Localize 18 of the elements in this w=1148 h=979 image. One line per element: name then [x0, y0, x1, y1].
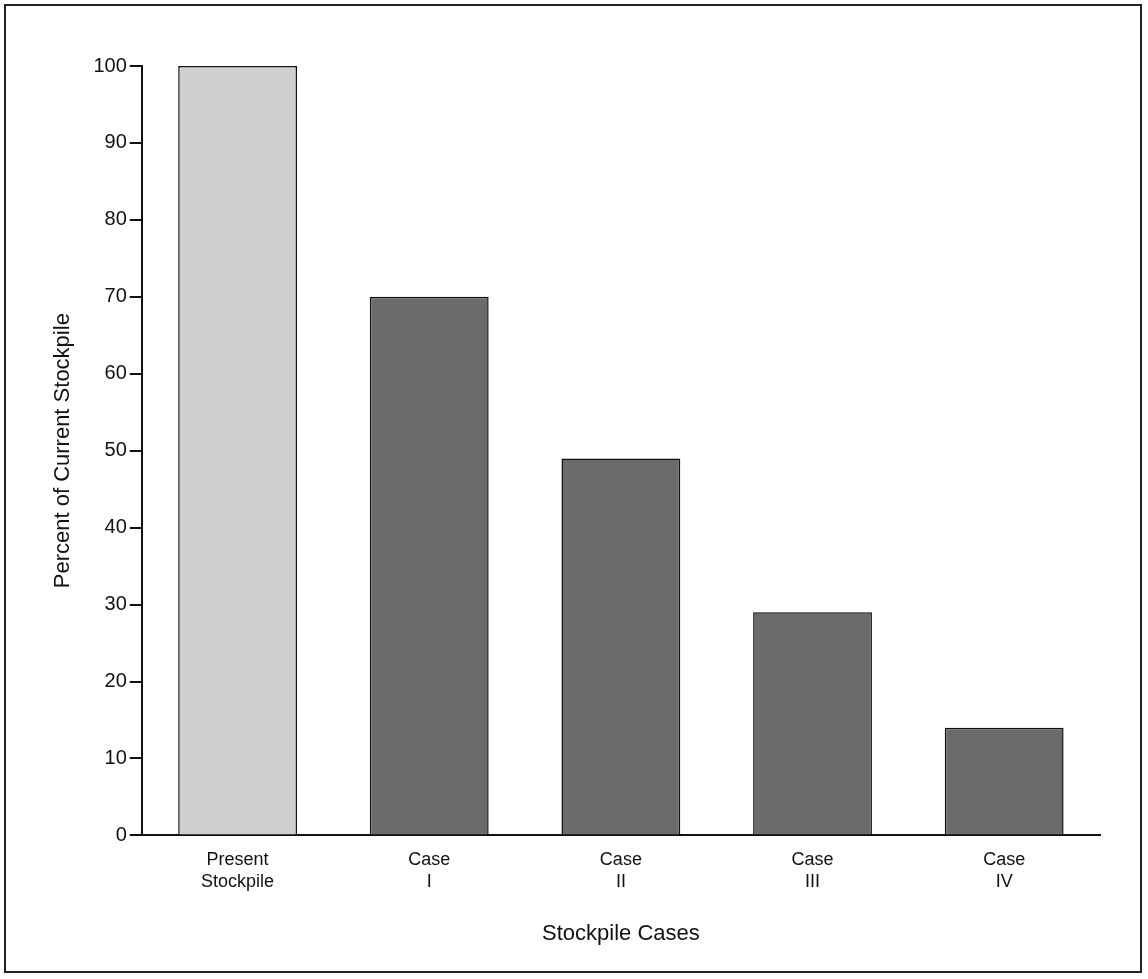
- y-tick-label: 70: [104, 284, 127, 307]
- y-tick-label: 10: [104, 745, 127, 768]
- y-tick-label: 40: [104, 515, 127, 538]
- y-tick-label: 0: [115, 822, 127, 845]
- y-tick-label: 80: [104, 207, 127, 230]
- x-axis-title: Stockpile Cases: [542, 919, 700, 945]
- y-tick-label: 30: [104, 592, 127, 615]
- x-tick-label: Present Stockpile: [201, 849, 275, 891]
- y-axis-title: Percent of Current Stockpile: [49, 313, 75, 589]
- y-tick-label: 90: [104, 130, 127, 153]
- x-tick-label: Case I: [408, 849, 451, 891]
- y-tick-label: 20: [104, 669, 127, 692]
- x-tick-label: Case IV: [983, 849, 1026, 891]
- y-tick-label: 60: [104, 361, 127, 384]
- x-tick-label: Case II: [599, 849, 642, 891]
- x-tick-label: Case III: [791, 849, 834, 891]
- y-tick-label: 50: [104, 438, 127, 461]
- y-tick-label: 100: [93, 53, 127, 76]
